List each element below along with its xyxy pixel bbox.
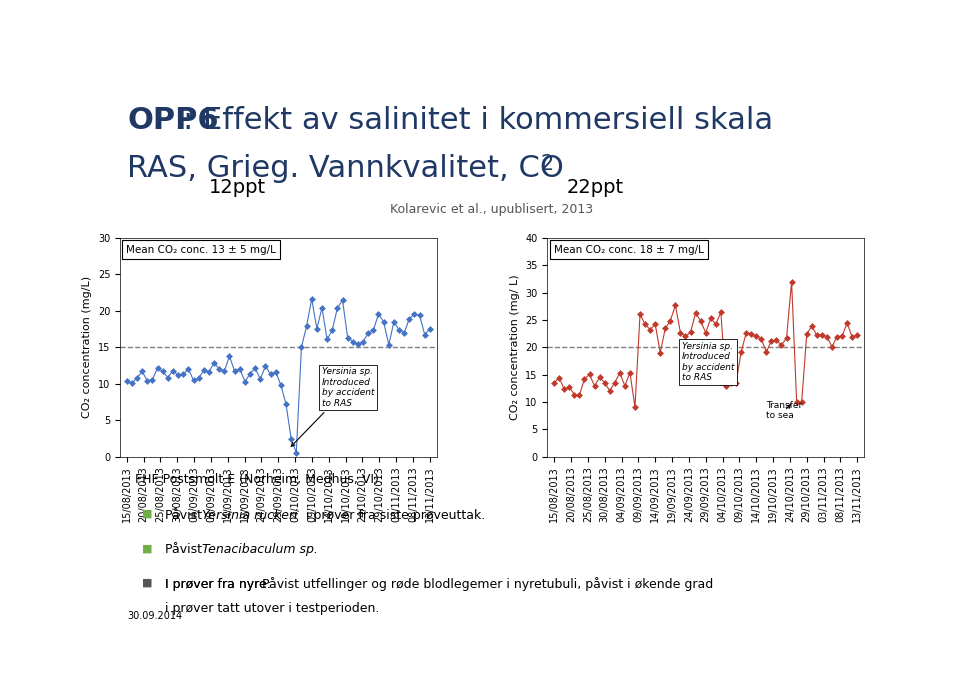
Text: 22ppt: 22ppt [566,179,624,198]
Text: Yersinia ruckeri: Yersinia ruckeri [202,509,298,522]
Text: Påvist utfellinger og røde blodlegemer i nyretubuli, påvist i økende grad: Påvist utfellinger og røde blodlegemer i… [257,577,713,591]
Text: Tenacibaculum sp.: Tenacibaculum sp. [202,543,318,556]
Text: Mean CO₂ conc. 13 ± 5 mg/L: Mean CO₂ conc. 13 ± 5 mg/L [127,244,276,255]
Text: ■: ■ [142,509,153,519]
Text: : Effekt av salinitet i kommersiell skala: : Effekt av salinitet i kommersiell skal… [183,105,774,135]
Y-axis label: CO₂ concentration (mg/L): CO₂ concentration (mg/L) [83,276,92,418]
Text: Yersinia sp.
Introduced
by accident
to RAS: Yersinia sp. Introduced by accident to R… [683,342,734,382]
Text: Yersinia sp.
Introduced
by accident
to RAS: Yersinia sp. Introduced by accident to R… [291,367,374,446]
Text: i prøver tatt utover i testperioden.: i prøver tatt utover i testperioden. [165,602,379,616]
Text: ■: ■ [142,577,153,588]
Text: I prøver fra nyre:: I prøver fra nyre: [165,577,271,591]
Text: OPP6: OPP6 [128,105,219,135]
Text: 2: 2 [540,154,554,174]
Text: RAS, Grieg. Vannkvalitet, CO: RAS, Grieg. Vannkvalitet, CO [128,154,564,183]
Y-axis label: CO₂ concentration (mg/ L): CO₂ concentration (mg/ L) [510,274,519,420]
Text: I prøver fra nyre:: I prøver fra nyre: [165,577,271,591]
Text: 12ppt: 12ppt [209,179,267,198]
Text: Påvist: Påvist [165,543,205,556]
Text: 30.09.2014: 30.09.2014 [128,611,182,621]
Text: Påvist: Påvist [165,509,205,522]
Text: i prøver fra siste prøveuttak.: i prøver fra siste prøveuttak. [302,509,486,522]
Text: Kolarevic et al., upublisert, 2013: Kolarevic et al., upublisert, 2013 [391,203,593,216]
Text: Mean CO₂ conc. 18 ± 7 mg/L: Mean CO₂ conc. 18 ± 7 mg/L [554,244,704,255]
Text: Transfer
to sea: Transfer to sea [766,401,803,420]
Text: FHF Postsmolt E (Norheim, Medhus, VI):: FHF Postsmolt E (Norheim, Medhus, VI): [134,473,383,486]
Text: ■: ■ [142,543,153,554]
